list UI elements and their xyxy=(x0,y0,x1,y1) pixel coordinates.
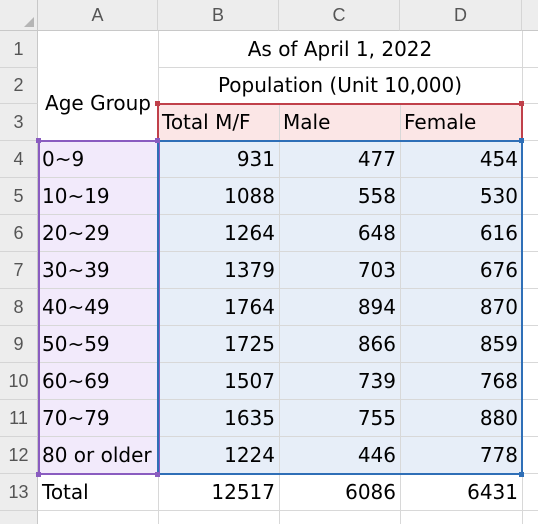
grand-total-cell[interactable]: 12517 xyxy=(211,480,275,504)
header-range-handle-tr[interactable] xyxy=(519,101,524,106)
male-cell[interactable]: 894 xyxy=(357,295,396,319)
date-header-cell[interactable]: As of April 1, 2022 xyxy=(247,37,433,61)
female-cell[interactable]: 768 xyxy=(479,369,518,393)
column-header-d[interactable]: D xyxy=(400,0,522,31)
row-header-6[interactable]: 6 xyxy=(0,215,38,252)
male-cell[interactable]: 446 xyxy=(357,443,396,467)
gridline-row-4 xyxy=(38,177,538,178)
male-cell[interactable]: 755 xyxy=(357,406,396,430)
female-cell[interactable]: 616 xyxy=(479,221,518,245)
row-header-4[interactable]: 4 xyxy=(0,141,38,178)
total-cell[interactable]: 1088 xyxy=(224,184,275,208)
row-header-12[interactable]: 12 xyxy=(0,437,38,474)
male-cell[interactable]: 558 xyxy=(357,184,396,208)
header-range-fill xyxy=(158,104,522,141)
age-cell[interactable]: 0~9 xyxy=(42,147,85,171)
row-header-2[interactable]: 2 xyxy=(0,68,38,104)
male-cell[interactable]: 866 xyxy=(357,332,396,356)
age-range-handle-br[interactable] xyxy=(155,472,160,477)
age-range-border xyxy=(38,140,160,475)
column-header-a[interactable]: A xyxy=(38,0,158,31)
age-group-header-cell[interactable]: Age Group xyxy=(45,91,151,115)
total-cell[interactable]: 1224 xyxy=(224,443,275,467)
row-header-11[interactable]: 11 xyxy=(0,400,38,437)
population-header-cell[interactable]: Population (Unit 10,000) xyxy=(217,73,463,97)
row-header-14[interactable] xyxy=(0,511,38,524)
gridline-row-13 xyxy=(38,510,538,511)
female-total-cell[interactable]: 6431 xyxy=(467,480,518,504)
gridline-row-1 xyxy=(158,67,538,68)
female-cell[interactable]: 859 xyxy=(479,332,518,356)
female-header-cell[interactable]: Female xyxy=(404,110,477,134)
row-header-8[interactable]: 8 xyxy=(0,289,38,326)
row-header-3[interactable]: 3 xyxy=(0,104,38,141)
male-cell[interactable]: 648 xyxy=(357,221,396,245)
gridline-row-9 xyxy=(38,362,538,363)
gridline-row-6 xyxy=(38,251,538,252)
gridline-col-c xyxy=(279,104,280,524)
age-cell[interactable]: 30~39 xyxy=(42,258,110,282)
age-cell[interactable]: 20~29 xyxy=(42,221,110,245)
age-cell[interactable]: 80 or older xyxy=(42,443,152,467)
gridline-row-7 xyxy=(38,288,538,289)
column-header-e[interactable] xyxy=(522,0,538,31)
data-range-border xyxy=(157,140,523,475)
female-cell[interactable]: 676 xyxy=(479,258,518,282)
header-range-handle-tl[interactable] xyxy=(155,101,160,106)
age-cell[interactable]: 70~79 xyxy=(42,406,110,430)
age-range-handle-bl[interactable] xyxy=(36,472,41,477)
select-all-corner[interactable] xyxy=(0,0,38,31)
gridline-row-5 xyxy=(38,214,538,215)
male-cell[interactable]: 477 xyxy=(357,147,396,171)
row-header-5[interactable]: 5 xyxy=(0,178,38,215)
total-cell[interactable]: 1379 xyxy=(224,258,275,282)
select-all-triangle-icon xyxy=(24,17,34,27)
age-cell[interactable]: 40~49 xyxy=(42,295,110,319)
row-header-7[interactable]: 7 xyxy=(0,252,38,289)
total-header-cell[interactable]: Total M/F xyxy=(162,110,251,134)
female-cell[interactable]: 880 xyxy=(479,406,518,430)
male-cell[interactable]: 739 xyxy=(357,369,396,393)
total-cell[interactable]: 1264 xyxy=(224,221,275,245)
total-cell[interactable]: 1507 xyxy=(224,369,275,393)
female-cell[interactable]: 870 xyxy=(479,295,518,319)
gridline-row-10 xyxy=(38,399,538,400)
row-header-9[interactable]: 9 xyxy=(0,326,38,363)
age-range-handle-tr[interactable] xyxy=(155,138,160,143)
row-header-1[interactable]: 1 xyxy=(0,31,38,68)
total-cell[interactable]: 931 xyxy=(236,147,275,171)
data-range-fill xyxy=(158,141,522,474)
total-cell[interactable]: 1725 xyxy=(224,332,275,356)
column-header-c[interactable]: C xyxy=(279,0,400,31)
total-cell[interactable]: 1635 xyxy=(224,406,275,430)
age-cell[interactable]: 10~19 xyxy=(42,184,110,208)
male-header-cell[interactable]: Male xyxy=(283,110,331,134)
column-header-b[interactable]: B xyxy=(158,0,279,31)
data-range-handle-br[interactable] xyxy=(519,472,524,477)
age-range-handle-tl[interactable] xyxy=(36,138,41,143)
gridline-row-8 xyxy=(38,325,538,326)
female-cell[interactable]: 778 xyxy=(479,443,518,467)
gridline-row-11 xyxy=(38,436,538,437)
total-cell[interactable]: 1764 xyxy=(224,295,275,319)
female-cell[interactable]: 454 xyxy=(479,147,518,171)
data-range-handle-tr[interactable] xyxy=(519,138,524,143)
row-header-13[interactable]: 13 xyxy=(0,474,38,511)
male-cell[interactable]: 703 xyxy=(357,258,396,282)
header-range-border xyxy=(157,103,523,142)
age-range-fill xyxy=(38,141,158,474)
age-cell[interactable]: 60~69 xyxy=(42,369,110,393)
totals-label-cell[interactable]: Total xyxy=(42,480,89,504)
age-cell[interactable]: 50~59 xyxy=(42,332,110,356)
male-total-cell[interactable]: 6086 xyxy=(345,480,396,504)
row-header-10[interactable]: 10 xyxy=(0,363,38,400)
gridline-col-d xyxy=(400,104,401,524)
female-cell[interactable]: 530 xyxy=(479,184,518,208)
